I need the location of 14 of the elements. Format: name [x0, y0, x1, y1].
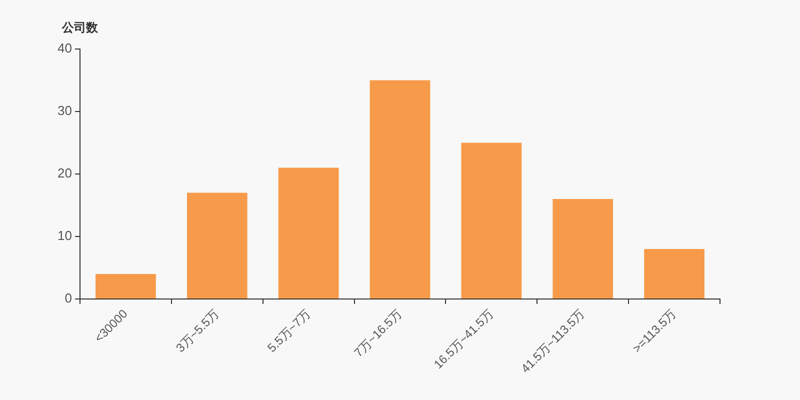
bar: [644, 249, 704, 298]
bar: [186, 192, 248, 298]
bar: [370, 80, 430, 298]
x-tick-label: 5.5万~7万: [264, 306, 314, 356]
bar: [461, 142, 522, 298]
y-axis-title: 公司数: [61, 20, 99, 34]
bar: [96, 274, 156, 298]
bar: [552, 199, 614, 298]
bar: [278, 168, 339, 298]
y-tick-label: 0: [64, 290, 72, 306]
y-tick-label: 30: [58, 103, 72, 118]
y-tick-label: 40: [58, 40, 72, 56]
y-tick-label: 20: [58, 166, 72, 181]
y-tick-label: 10: [58, 228, 72, 244]
